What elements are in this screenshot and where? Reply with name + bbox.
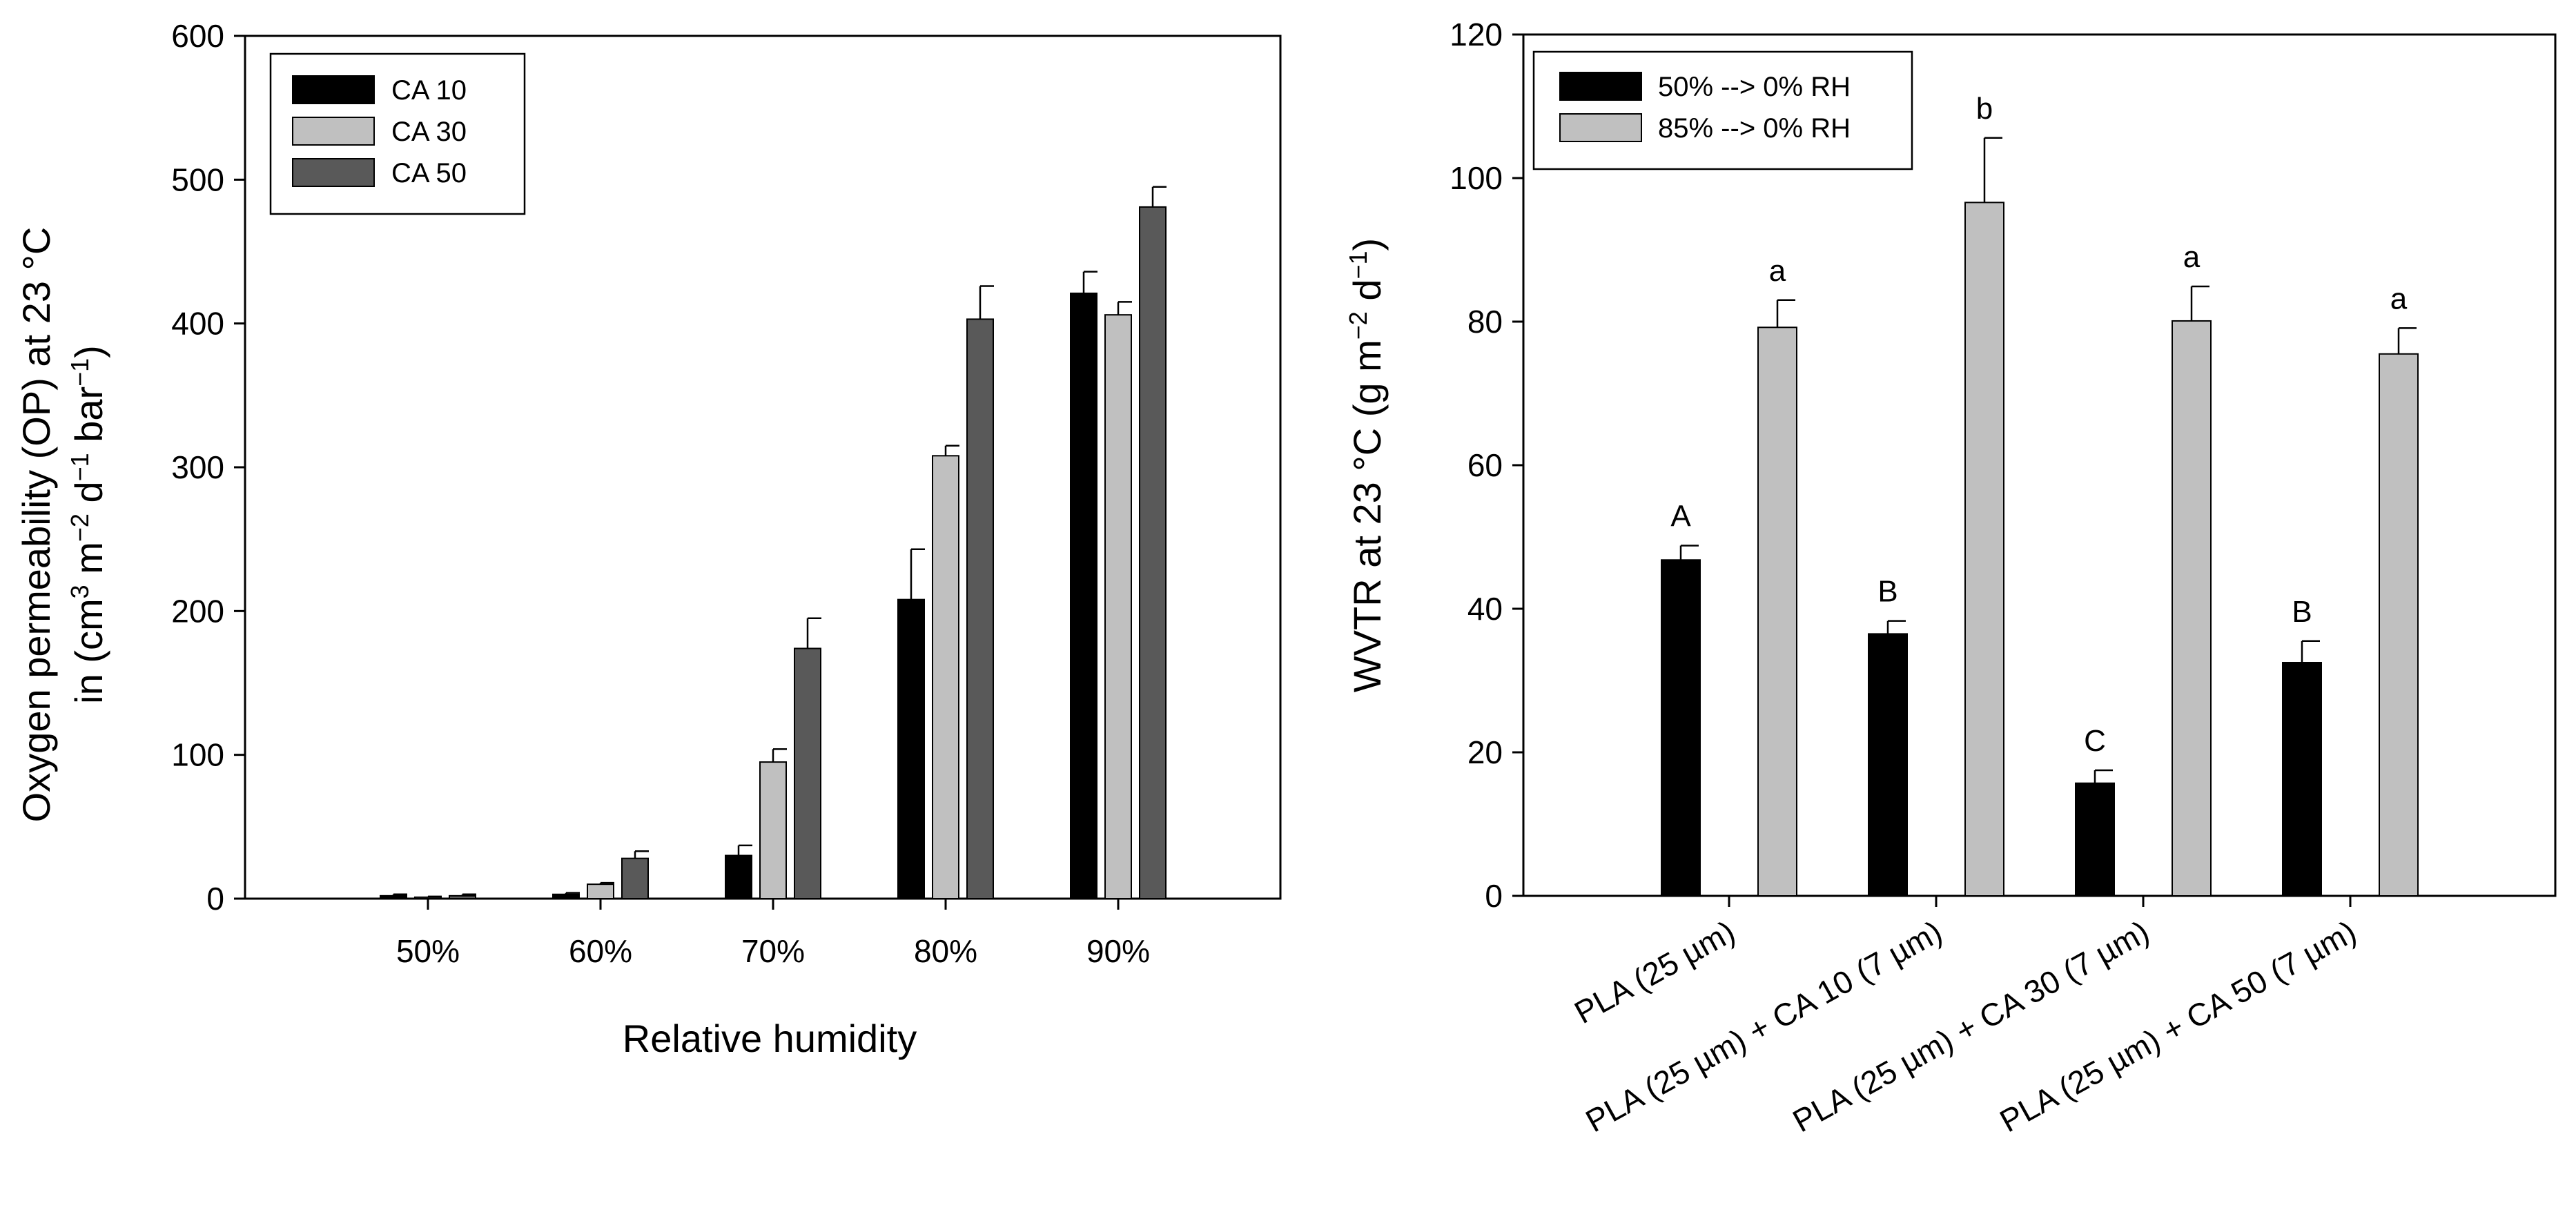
significance-letter: B bbox=[2292, 595, 2312, 629]
left-x-axis-label: Relative humidity bbox=[623, 1017, 917, 1060]
left-y-tick-label: 0 bbox=[206, 881, 224, 917]
right-legend-box bbox=[1532, 50, 1913, 170]
bar-ca-10-80pct bbox=[897, 598, 925, 900]
left-y-axis-label-line1: Oxygen permeability (OP) at 23 °C bbox=[14, 227, 58, 823]
legend-swatch-ca-10 bbox=[292, 75, 375, 104]
left-legend: CA 10 CA 30 CA 50 bbox=[269, 52, 526, 215]
left-y-tick-label: 100 bbox=[171, 737, 224, 773]
significance-letter: a bbox=[2183, 240, 2201, 274]
right-bars: Aa Bb Ca Ba bbox=[1661, 92, 2419, 897]
bar-ca-10-90pct bbox=[1070, 292, 1097, 899]
bar-series2-cat4 bbox=[2379, 353, 2419, 897]
bar-ca-50-70pct bbox=[794, 647, 821, 899]
right-y-tick-label: 120 bbox=[1450, 17, 1503, 52]
significance-letter: A bbox=[1670, 499, 1691, 533]
right-legend: 50% --> 0% RH 85% --> 0% RH bbox=[1532, 50, 1913, 170]
legend-swatch-ca-30 bbox=[292, 117, 375, 146]
legend-label: CA 50 bbox=[391, 158, 467, 188]
left-bars bbox=[380, 186, 1167, 900]
left-x-tick-label: 80% bbox=[914, 933, 977, 969]
bar-ca-30-70pct bbox=[759, 761, 787, 900]
significance-letter: b bbox=[1976, 92, 1993, 126]
bar-series1-cat4 bbox=[2282, 662, 2322, 897]
bar-ca-10-70pct bbox=[725, 854, 752, 899]
legend-label: 85% --> 0% RH bbox=[1658, 113, 1851, 144]
left-y-tick-label: 600 bbox=[171, 18, 224, 54]
right-y-tick-label: 80 bbox=[1467, 304, 1503, 340]
bar-series1-cat3 bbox=[2075, 782, 2115, 897]
right-x-axis: PLA (25 µm)PLA (25 µm) + CA 10 (7 µm)PLA… bbox=[1568, 896, 2362, 1139]
right-x-tick-label: PLA (25 µm) + CA 50 (7 µm) bbox=[1994, 913, 2362, 1139]
bar-series1-cat1 bbox=[1661, 559, 1701, 897]
bar-ca-30-60pct bbox=[587, 883, 614, 899]
left-y-axis: 0 100 200 300 400 500 600 bbox=[171, 18, 245, 917]
right-x-tick-label: PLA (25 µm) + CA 30 (7 µm) bbox=[1787, 913, 2155, 1139]
bar-ca-50-90pct bbox=[1139, 206, 1167, 899]
bar-ca-30-50pct bbox=[414, 896, 442, 899]
left-y-tick-label: 400 bbox=[171, 306, 224, 342]
legend-swatch-series2 bbox=[1559, 113, 1642, 142]
left-y-axis-label-line2: in (cm3 m−2 d−1 bar−1) bbox=[66, 345, 111, 704]
left-x-tick-label: 70% bbox=[741, 933, 805, 969]
left-x-tick-label: 50% bbox=[396, 933, 460, 969]
legend-swatch-series1 bbox=[1559, 72, 1642, 101]
bar-series2-cat2 bbox=[1964, 202, 2004, 897]
left-y-tick-label: 200 bbox=[171, 593, 224, 629]
right-y-tick-label: 100 bbox=[1450, 160, 1503, 196]
left-y-tick-label: 500 bbox=[171, 162, 224, 197]
left-y-axis-label: Oxygen permeability (OP) at 23 °C in (cm3… bbox=[14, 227, 110, 823]
significance-letter: a bbox=[1769, 254, 1786, 288]
right-y-tick-label: 20 bbox=[1467, 734, 1503, 770]
bar-series2-cat3 bbox=[2172, 320, 2212, 897]
bar-ca-10-50pct bbox=[380, 894, 407, 900]
right-y-axis-label-text: WVTR at 23 °C (g m−2 d−1) bbox=[1344, 238, 1389, 692]
oxygen-permeability-chart: 0 100 200 300 400 500 600 50% 60% 70% 80% 90% CA 1… bbox=[14, 18, 1282, 1060]
left-x-tick-label: 60% bbox=[569, 933, 632, 969]
right-y-tick-label: 40 bbox=[1467, 591, 1503, 627]
bar-series1-cat2 bbox=[1868, 633, 1908, 897]
bar-series2-cat1 bbox=[1757, 326, 1797, 897]
right-y-tick-label: 0 bbox=[1485, 878, 1503, 914]
right-y-tick-label: 60 bbox=[1467, 447, 1503, 483]
legend-swatch-ca-50 bbox=[292, 158, 375, 187]
significance-letter: C bbox=[2084, 724, 2106, 758]
bar-ca-30-90pct bbox=[1104, 314, 1132, 899]
bar-ca-50-50pct bbox=[449, 894, 476, 900]
right-x-tick-label: PLA (25 µm) + CA 10 (7 µm) bbox=[1580, 913, 1948, 1139]
bar-ca-50-60pct bbox=[621, 857, 649, 899]
bar-ca-50-80pct bbox=[966, 318, 994, 899]
bar-ca-10-60pct bbox=[552, 893, 580, 899]
significance-letter: B bbox=[1877, 575, 1897, 609]
right-y-axis: 0 20 40 60 80 100 120 bbox=[1450, 17, 1523, 914]
left-y-tick-label: 300 bbox=[171, 449, 224, 485]
legend-label: CA 30 bbox=[391, 117, 467, 147]
right-y-axis-label: WVTR at 23 °C (g m−2 d−1) bbox=[1344, 238, 1389, 692]
legend-label: 50% --> 0% RH bbox=[1658, 72, 1851, 102]
bar-ca-30-80pct bbox=[932, 455, 959, 899]
legend-label: CA 10 bbox=[391, 75, 467, 106]
right-x-tick-label: PLA (25 µm) bbox=[1568, 913, 1741, 1030]
significance-letter: a bbox=[2390, 282, 2408, 315]
left-x-tick-label: 90% bbox=[1086, 933, 1150, 969]
left-x-axis: 50% 60% 70% 80% 90% bbox=[396, 899, 1150, 969]
